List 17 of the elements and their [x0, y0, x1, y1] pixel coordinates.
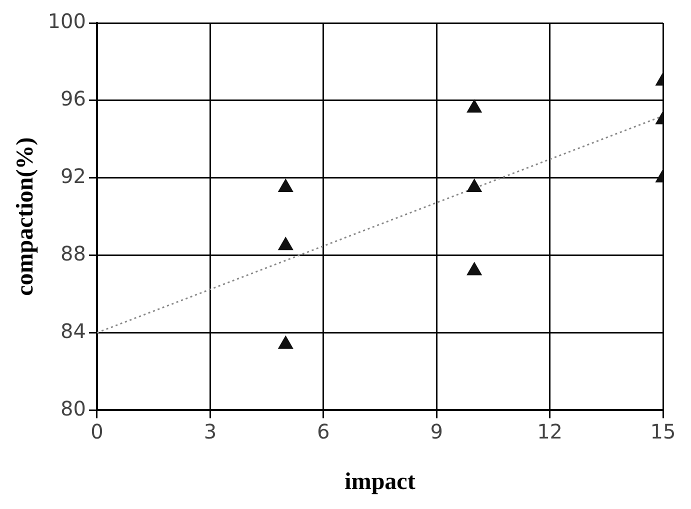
x-tick-label: 15: [650, 419, 676, 444]
y-tick-label: 80: [60, 396, 86, 420]
point: [278, 336, 294, 349]
x-tick-label: 6: [317, 419, 330, 444]
x-tick-label: 12: [537, 419, 563, 444]
y-tick-label: 92: [60, 164, 86, 188]
x-axis-title: impact: [344, 468, 416, 495]
y-tick-label: 100: [48, 9, 86, 34]
x-tick-label: 9: [430, 419, 443, 444]
point: [278, 237, 294, 250]
y-axis-title: compaction(%): [12, 137, 39, 296]
point: [278, 179, 294, 192]
y-tick-label: 96: [60, 86, 86, 111]
x-tick-label: 3: [204, 419, 217, 444]
y-tick-label: 84: [60, 318, 86, 343]
y-tick-label: 88: [60, 242, 86, 266]
x-tick-label: 0: [90, 419, 104, 444]
